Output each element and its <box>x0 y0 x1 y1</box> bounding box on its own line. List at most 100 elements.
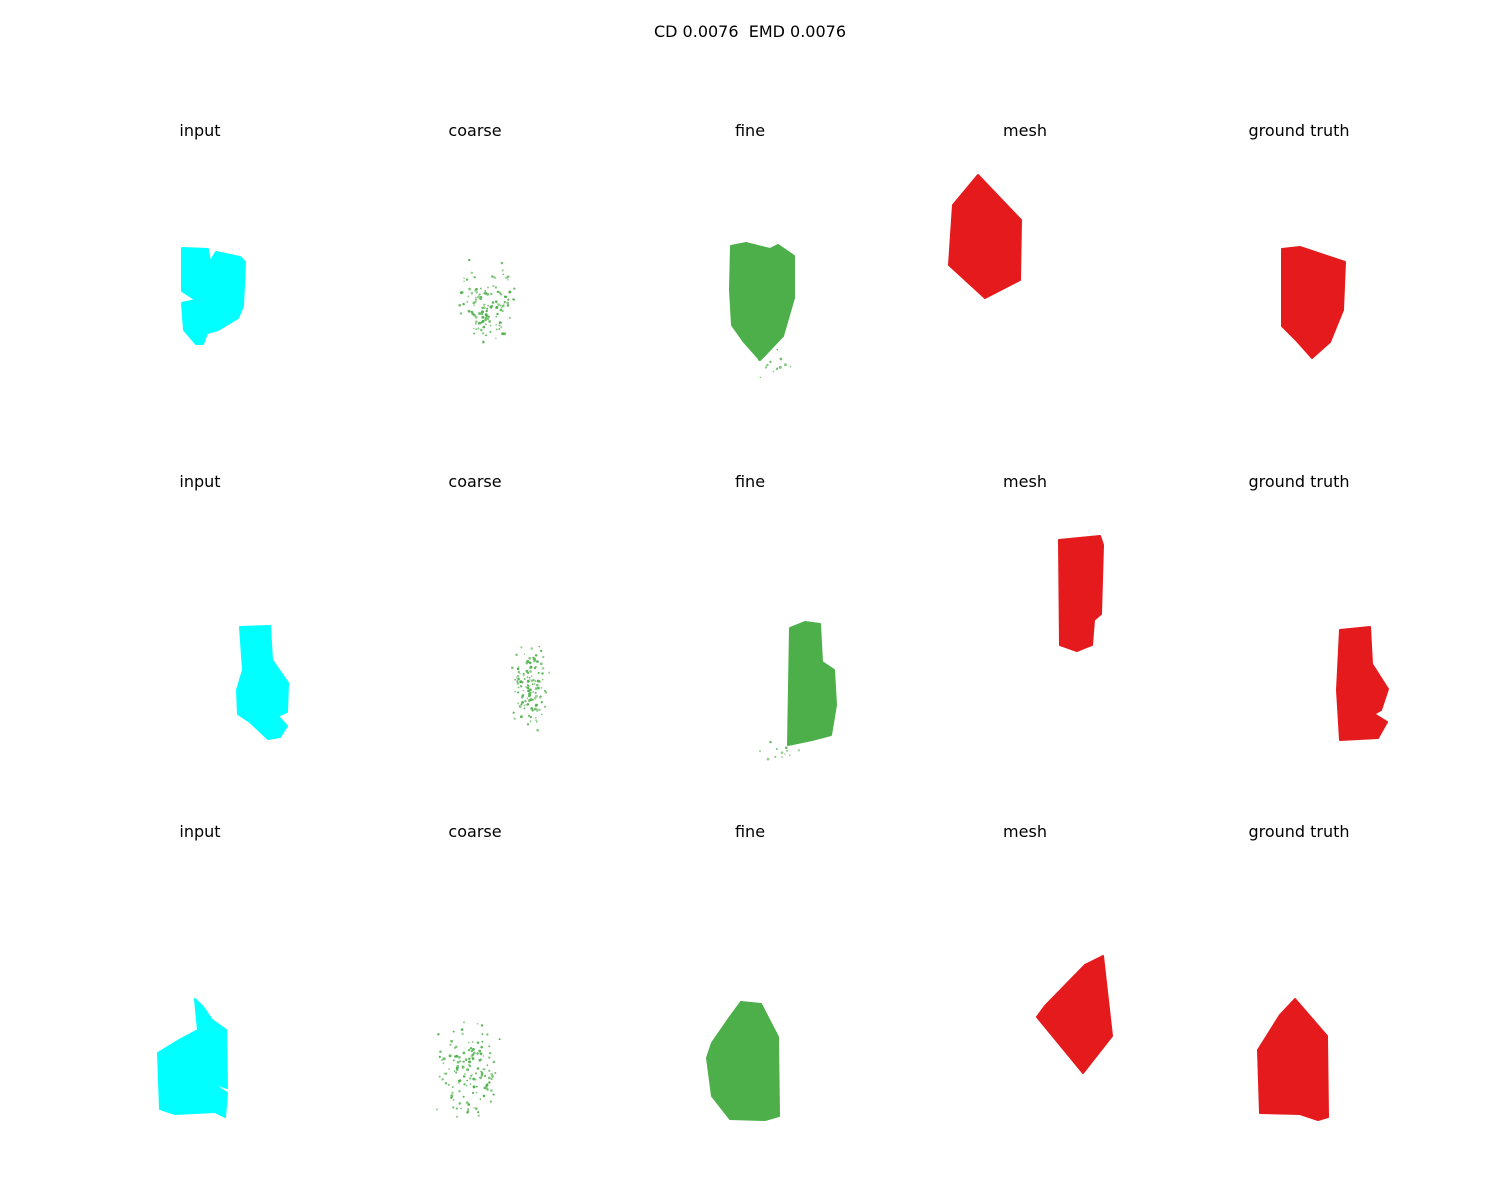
scatter-point <box>460 1028 464 1031</box>
scatter-point <box>487 1076 491 1080</box>
panel-title-r3-coarse: coarse <box>448 822 502 841</box>
scatter-point <box>468 1060 472 1064</box>
scatter-point <box>488 1069 491 1073</box>
scatter-point <box>468 1064 472 1068</box>
scatter-point <box>533 682 536 685</box>
scatter-point <box>527 689 531 693</box>
scatter-point <box>506 301 510 305</box>
point-cloud-shape <box>157 998 228 1118</box>
scatter-point <box>525 686 527 688</box>
panel-r1-fine <box>729 242 795 379</box>
scatter-point <box>538 645 541 648</box>
mesh-shape <box>1036 955 1113 1074</box>
scatter-point <box>472 1077 476 1081</box>
scatter-point <box>516 667 520 671</box>
scatter-point <box>527 699 531 702</box>
scatter-point <box>535 703 538 707</box>
scatter-point <box>475 320 478 323</box>
scatter-point <box>463 277 465 280</box>
scatter-point <box>512 711 515 714</box>
scatter-point <box>463 280 465 283</box>
scatter-point <box>489 1100 492 1103</box>
scatter-point <box>483 1086 487 1090</box>
scatter-point <box>508 290 512 294</box>
panel-r2-coarse <box>511 645 551 732</box>
scatter-point <box>455 1071 458 1074</box>
scatter-point <box>506 304 510 307</box>
scatter-point <box>464 1073 466 1075</box>
scatter-point <box>516 681 520 685</box>
scatter-point <box>538 695 542 699</box>
scatter-point <box>444 1081 448 1085</box>
panel-title-r1-ground-truth: ground truth <box>1248 121 1350 140</box>
scatter-point <box>530 647 533 650</box>
scatter-point <box>515 677 518 679</box>
scatter-point <box>451 1091 454 1095</box>
scatter-point <box>462 1095 465 1098</box>
scatter-point <box>527 714 531 717</box>
scatter-point <box>479 1052 483 1056</box>
scatter-point <box>520 685 522 687</box>
scatter-point <box>534 680 537 682</box>
scatter-point <box>486 1083 489 1086</box>
scatter-point <box>529 665 533 669</box>
scatter-point <box>531 683 534 686</box>
scatter-point <box>441 1078 444 1081</box>
point-cloud-shape <box>787 621 837 746</box>
scatter-point <box>532 657 536 660</box>
scatter-point <box>759 376 762 379</box>
panel-r1-mesh <box>948 174 1022 299</box>
scatter-point <box>536 708 538 710</box>
scatter-point <box>766 757 770 761</box>
scatter-point <box>489 324 492 327</box>
scatter-point <box>473 327 475 330</box>
scatter-point <box>531 709 534 712</box>
scatter-point <box>461 1066 464 1069</box>
scatter-point <box>527 671 530 674</box>
scatter-point <box>477 295 481 299</box>
scatter-point <box>467 295 470 298</box>
scatter-point <box>482 341 485 344</box>
scatter-point <box>490 292 493 296</box>
panel-title-r2-mesh: mesh <box>1003 472 1047 491</box>
scatter-point <box>513 717 516 720</box>
scatter-point <box>766 363 769 367</box>
scatter-point <box>526 686 530 690</box>
scatter-point <box>523 704 526 707</box>
scatter-point <box>439 1050 442 1053</box>
panel-title-r3-fine: fine <box>734 822 766 841</box>
scatter-point <box>475 1091 478 1094</box>
scatter-point <box>498 322 501 324</box>
scatter-point <box>544 705 547 708</box>
scatter-point <box>484 313 488 317</box>
scatter-point <box>492 284 495 287</box>
scatter-point <box>458 303 462 307</box>
panel-r2-mesh <box>1058 535 1104 652</box>
scatter-point <box>538 708 541 712</box>
scatter-point <box>524 699 527 703</box>
scatter-point <box>499 304 502 307</box>
scatter-point <box>789 366 792 368</box>
mesh-shape <box>1058 535 1104 652</box>
scatter-point <box>461 1032 464 1036</box>
panel-r3-coarse <box>435 1021 501 1118</box>
scatter-point <box>455 1107 458 1110</box>
scatter-point <box>458 1102 462 1105</box>
scatter-point <box>535 709 539 712</box>
scatter-point <box>482 1055 485 1057</box>
scatter-point <box>450 1039 453 1043</box>
scatter-point <box>757 358 761 361</box>
scatter-point <box>470 1074 473 1077</box>
scatter-point <box>475 290 479 294</box>
panel-title-r1-coarse: coarse <box>448 121 502 140</box>
scatter-point <box>507 279 509 281</box>
scatter-point <box>437 1033 440 1036</box>
scatter-point <box>533 707 537 711</box>
scatter-point <box>536 660 539 663</box>
scatter-point <box>540 713 543 716</box>
scatter-point <box>505 295 508 298</box>
scatter-point <box>495 315 498 318</box>
scatter-point <box>540 701 543 704</box>
scatter-point <box>484 291 488 295</box>
scatter-point <box>541 672 544 675</box>
